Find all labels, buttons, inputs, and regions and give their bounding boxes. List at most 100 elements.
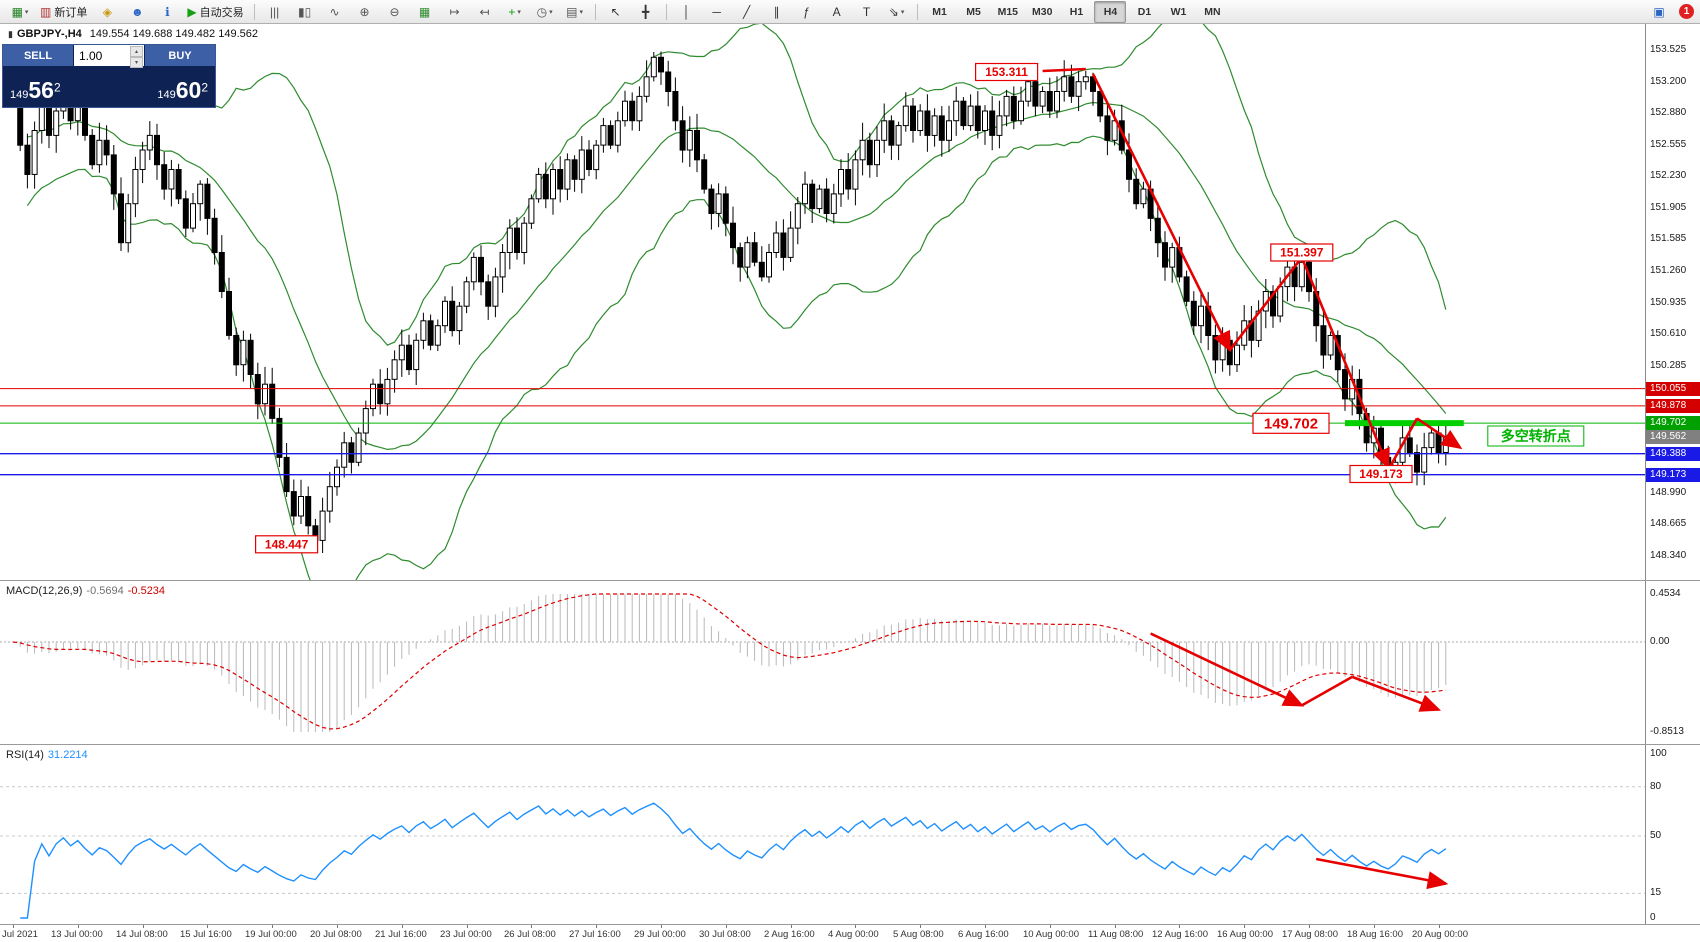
- new-order-button[interactable]: ▥ 新订单: [36, 1, 91, 23]
- zoom-out-button[interactable]: ⊖: [381, 1, 409, 23]
- volume-input[interactable]: [74, 45, 144, 66]
- main-price-chart[interactable]: 153.311 151.397 149.702 149.173 148.447 多空转折点: [0, 24, 1645, 580]
- chart-icon: ▮: [8, 29, 13, 39]
- svg-text:148.447: 148.447: [265, 537, 309, 551]
- market-watch-icon[interactable]: ▣: [1653, 4, 1665, 19]
- horizontal-lines[interactable]: [0, 388, 1645, 476]
- auto-scroll-icon: ↦: [449, 4, 460, 19]
- price-tag: 149.702: [1646, 416, 1700, 430]
- horizontal-line-button[interactable]: ─: [703, 1, 731, 23]
- svg-text:149.702: 149.702: [1264, 415, 1318, 432]
- macd-panel[interactable]: [0, 582, 1645, 744]
- templates-button[interactable]: ▤ ▾: [561, 1, 589, 23]
- fibonacci-button[interactable]: ƒ: [793, 1, 821, 23]
- price-tick: 50: [1650, 830, 1662, 841]
- time-tick: [207, 925, 208, 928]
- price-annotations: 153.311 151.397 149.702 149.173 148.447: [255, 62, 1413, 554]
- autotrading-button[interactable]: ▶ 自动交易: [183, 1, 247, 23]
- channel-button[interactable]: ∥: [763, 1, 791, 23]
- notifications-badge[interactable]: 1: [1679, 4, 1694, 19]
- price-tick: 150.285: [1650, 360, 1687, 371]
- note-annotation: 多空转折点: [1487, 425, 1585, 447]
- timeframe-h1[interactable]: H1: [1069, 5, 1084, 18]
- cursor-button[interactable]: ↖: [602, 1, 630, 23]
- candlestick-chart-button[interactable]: ▮▯: [291, 1, 319, 23]
- timeframe-m30[interactable]: M30: [1032, 5, 1053, 18]
- line-chart-button[interactable]: ∿: [321, 1, 349, 23]
- time-tick: [920, 925, 921, 928]
- tile-windows-button[interactable]: ▦: [411, 1, 439, 23]
- periods-button[interactable]: ◷ ▾: [531, 1, 559, 23]
- time-tick: [596, 925, 597, 928]
- time-label: 15 Jul 16:00: [180, 929, 232, 940]
- tile-windows-icon: ▦: [418, 4, 431, 19]
- time-label: 5 Aug 08:00: [893, 929, 944, 940]
- time-tick: [402, 925, 403, 928]
- sep-1: [253, 3, 255, 20]
- label-button[interactable]: T: [853, 1, 881, 23]
- new-chart-button[interactable]: ▦ ▾: [6, 1, 34, 23]
- price-tick: 0.00: [1650, 636, 1670, 647]
- time-label: 2 Aug 16:00: [764, 929, 815, 940]
- time-tick: [661, 925, 662, 928]
- time-tick: [791, 925, 792, 928]
- volume-down-button[interactable]: ▾: [130, 57, 143, 68]
- chart-shift-icon: ↤: [479, 4, 490, 19]
- macd-main-value: -0.5694: [86, 585, 124, 597]
- zoom-in-icon: ⊕: [359, 4, 370, 19]
- mql-compass-icon[interactable]: ◈: [93, 1, 121, 23]
- volume-field: ▴ ▾: [74, 45, 144, 68]
- price-tick: 148.340: [1650, 550, 1687, 561]
- panel-divider-macd-rsi[interactable]: [0, 744, 1700, 745]
- info-button[interactable]: ℹ: [153, 1, 181, 23]
- rsi-panel[interactable]: [0, 746, 1645, 924]
- zoom-in-button[interactable]: ⊕: [351, 1, 379, 23]
- timeframe-d1[interactable]: D1: [1137, 5, 1152, 18]
- time-label: 27 Jul 16:00: [569, 929, 621, 940]
- candles: [10, 51, 1449, 553]
- mql-compass-icon-icon: ◈: [102, 4, 112, 19]
- profiles-button[interactable]: ☻: [123, 1, 151, 23]
- panel-divider-rsi-axis[interactable]: [0, 924, 1700, 925]
- time-label: 18 Aug 16:00: [1347, 929, 1403, 940]
- timeframe-m15[interactable]: M15: [997, 5, 1019, 18]
- text-button[interactable]: A: [823, 1, 851, 23]
- volume-up-button[interactable]: ▴: [130, 46, 143, 57]
- price-tick: 148.665: [1650, 518, 1687, 529]
- timeframe-w1[interactable]: W1: [1170, 5, 1187, 18]
- time-label: 29 Jul 00:00: [634, 929, 686, 940]
- crosshair-icon: ╋: [641, 4, 650, 19]
- chevron-down-icon: ▾: [900, 8, 905, 16]
- trendline-icon: ╱: [742, 4, 751, 19]
- time-label: 20 Jul 08:00: [310, 929, 362, 940]
- chart-shift-button[interactable]: ↤: [471, 1, 499, 23]
- time-axis[interactable]: Jul 2021 13 Jul 00:00 14 Jul 08:00 15 Jul 1…: [0, 925, 1645, 942]
- sell-button[interactable]: SELL: [3, 45, 74, 66]
- arrows-button[interactable]: ⇘ ▾: [883, 1, 911, 23]
- timeframe-m5[interactable]: M5: [966, 5, 981, 18]
- price-tick: 100: [1650, 748, 1667, 759]
- indicators-button[interactable]: + ▾: [501, 1, 529, 23]
- time-tick: [78, 925, 79, 928]
- auto-scroll-button[interactable]: ↦: [441, 1, 469, 23]
- timeframe-mn[interactable]: MN: [1204, 5, 1221, 18]
- time-label: 23 Jul 00:00: [440, 929, 492, 940]
- bar-chart-button[interactable]: |||: [261, 1, 289, 23]
- time-tick: [1439, 925, 1440, 928]
- price-tag: 149.878: [1646, 399, 1700, 413]
- crosshair-button[interactable]: ╋: [632, 1, 660, 23]
- vertical-line-button[interactable]: │: [673, 1, 701, 23]
- price-tag: 149.173: [1646, 468, 1700, 482]
- panel-divider-main-macd[interactable]: [0, 580, 1700, 581]
- buy-button[interactable]: BUY: [144, 45, 215, 66]
- autotrading-icon: ▶: [187, 4, 197, 19]
- price-scale[interactable]: 153.525 153.200 152.880 152.555 152.230 151.9…: [1645, 24, 1700, 924]
- time-label: 21 Jul 16:00: [375, 929, 427, 940]
- price-tick: -0.8513: [1650, 726, 1684, 737]
- timeframe-h4[interactable]: H4: [1094, 0, 1127, 23]
- chart-symbol-period: GBPJPY-,H4: [16, 28, 82, 40]
- trendline-button[interactable]: ╱: [733, 1, 761, 23]
- timeframe-m1[interactable]: M1: [932, 5, 947, 18]
- autotrading-button-label: 自动交易: [199, 6, 244, 19]
